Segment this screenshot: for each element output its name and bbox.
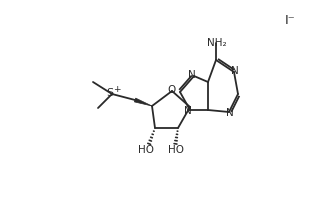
Text: S: S bbox=[106, 88, 114, 98]
Polygon shape bbox=[134, 98, 152, 106]
Text: I⁻: I⁻ bbox=[285, 14, 295, 26]
Text: N: N bbox=[231, 66, 239, 76]
Text: HO: HO bbox=[168, 145, 184, 155]
Text: HO: HO bbox=[138, 145, 154, 155]
Text: NH₂: NH₂ bbox=[207, 38, 227, 48]
Text: O: O bbox=[168, 85, 176, 95]
Text: +: + bbox=[113, 85, 121, 94]
Text: N: N bbox=[188, 70, 196, 80]
Text: N: N bbox=[226, 108, 234, 118]
Text: N: N bbox=[184, 106, 192, 116]
